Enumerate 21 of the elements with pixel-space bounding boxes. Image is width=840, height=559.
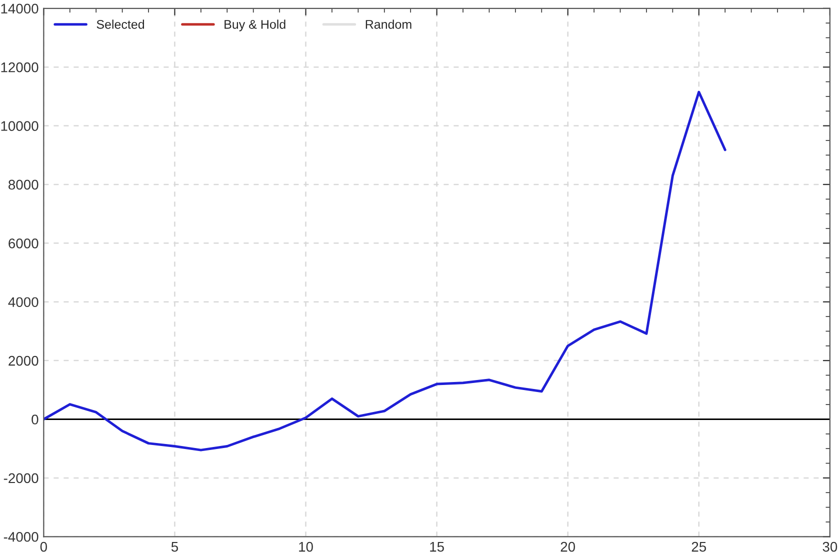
y-tick-label: 14000 [1,4,38,14]
line-series [44,90,726,452]
x-tick-label: 5 [171,542,178,552]
x-tick-label: 0 [40,542,47,552]
y-tick-label: 6000 [8,238,38,248]
y-tick-label: 8000 [8,180,38,190]
x-tick-label: 30 [822,542,838,552]
y-tick-label: 4000 [8,297,38,308]
legend-label: Buy & Hold [224,20,286,32]
y-tick-label: 10000 [1,121,38,131]
legend-label: Selected [96,20,144,29]
x-tick-label: 20 [560,542,576,552]
x-tick-label: 15 [430,542,444,552]
x-tick-label: 10 [299,542,313,552]
y-tick-label: 2000 [8,356,38,366]
x-tick-label: 25 [692,542,706,552]
y-tick-label: 12000 [1,62,38,72]
y-tick-label: 0 [32,414,38,424]
legend-label: Random [366,20,412,29]
y-tick-label: -4000 [4,532,38,542]
y-tick-label: -2000 [4,473,38,484]
